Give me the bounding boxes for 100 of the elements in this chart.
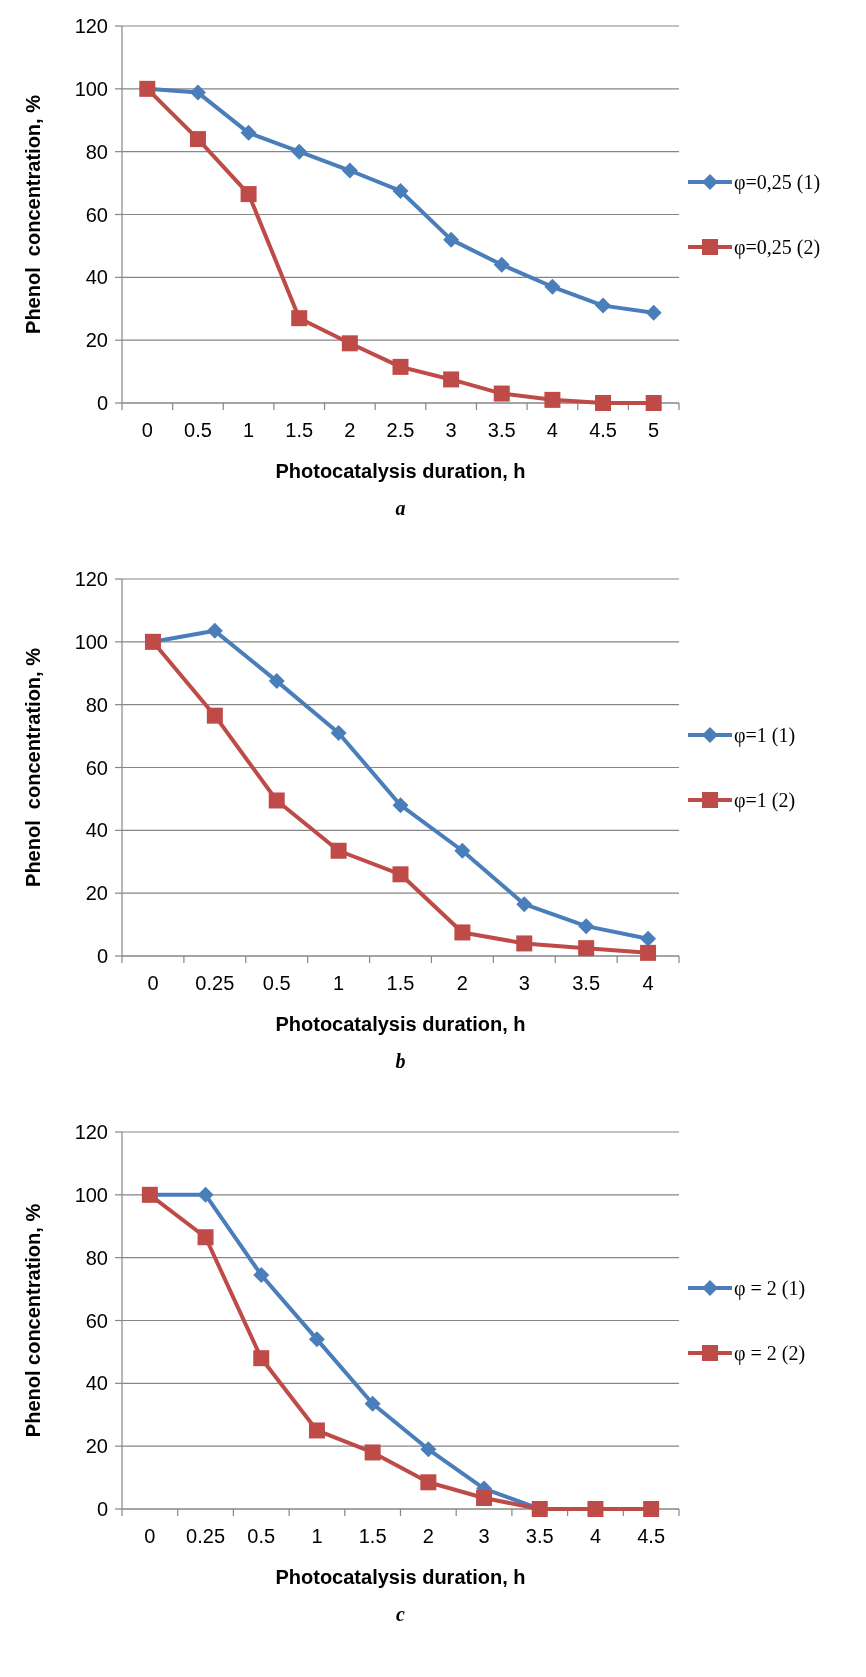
point — [454, 842, 471, 859]
point — [640, 944, 657, 961]
x-tick-label: 0.5 — [247, 1525, 276, 1547]
x-tick-label: 4 — [546, 419, 558, 441]
point — [330, 842, 347, 859]
point — [268, 792, 285, 809]
text: a — [395, 497, 406, 519]
point — [291, 143, 308, 160]
x-tick-label: 3.5 — [487, 419, 516, 441]
y-tick-label: 100 — [74, 77, 108, 100]
x-tick-label: 4.5 — [589, 419, 617, 441]
point — [392, 797, 409, 814]
x-tick-label: 1.5 — [386, 972, 415, 994]
x-tick-label: 4 — [642, 972, 654, 994]
x-tick-label: 3 — [478, 1525, 490, 1547]
point — [392, 866, 409, 883]
x-tick-label: 2.5 — [386, 419, 415, 441]
point — [645, 304, 662, 321]
point — [443, 371, 460, 388]
y-tick-label: 60 — [85, 203, 108, 226]
point — [578, 918, 595, 935]
y-tick-label: 0 — [96, 392, 108, 414]
point — [544, 391, 561, 408]
point — [206, 707, 223, 724]
point — [197, 1186, 214, 1203]
point — [493, 256, 510, 273]
y-tick-label: 80 — [85, 693, 108, 716]
x-axis-title: Photocatalysis duration, h — [275, 1566, 526, 1588]
y-tick-label: 60 — [85, 756, 108, 779]
point — [587, 1501, 604, 1517]
y-tick-label: 0 — [96, 945, 108, 967]
point — [341, 162, 358, 179]
point — [454, 924, 471, 941]
y-tick-label: 120 — [74, 568, 108, 590]
point — [578, 940, 595, 957]
x-tick-label: 2 — [344, 419, 356, 441]
x-tick-label: 1.5 — [358, 1525, 387, 1547]
x-tick-label: 0.5 — [184, 419, 212, 441]
x-tick-label: 0 — [144, 1525, 156, 1547]
x-tick-label: 2 — [456, 972, 468, 994]
point — [595, 395, 612, 411]
x-tick-label: 0.25 — [186, 1525, 226, 1547]
point — [643, 1501, 660, 1517]
y-tick-label: 40 — [85, 1372, 108, 1395]
point — [253, 1350, 270, 1367]
legend-label: φ = 2 (1) — [734, 1277, 806, 1300]
x-tick-label: 0.25 — [195, 972, 235, 994]
y-tick-label: 80 — [85, 1246, 108, 1269]
x-tick-label: 3.5 — [572, 972, 601, 994]
y-tick-label: 40 — [85, 266, 108, 289]
x-tick-label: 3.5 — [525, 1525, 554, 1547]
point — [516, 935, 533, 952]
text: b — [395, 1050, 406, 1072]
point — [645, 395, 662, 411]
y-tick-label: 100 — [74, 1183, 108, 1206]
y-tick-label: 20 — [85, 882, 108, 905]
point — [330, 724, 347, 741]
point — [476, 1490, 493, 1506]
point — [240, 124, 257, 141]
legend-label: φ=1 (2) — [734, 789, 796, 812]
point — [443, 231, 460, 248]
y-tick-label: 40 — [85, 819, 108, 842]
legend-label: φ = 2 (2) — [734, 1342, 806, 1365]
y-axis-title: Phenol concentration, % — [22, 94, 44, 334]
point — [240, 186, 257, 203]
x-tick-label: 0 — [147, 972, 159, 994]
x-axis-title: Photocatalysis duration, h — [275, 460, 526, 482]
point — [420, 1441, 437, 1458]
x-tick-label: 0.5 — [262, 972, 291, 994]
x-tick-label: 5 — [648, 419, 660, 441]
point — [197, 1229, 214, 1246]
x-tick-label: 1.5 — [285, 419, 314, 441]
y-tick-label: 60 — [85, 1309, 108, 1332]
y-axis-title: Phenol concentration, % — [22, 647, 44, 887]
x-tick-label: 2 — [422, 1525, 434, 1547]
point — [595, 297, 612, 314]
point — [253, 1266, 270, 1283]
point — [544, 278, 561, 295]
y-tick-label: 120 — [74, 15, 108, 37]
x-tick-label: 4.5 — [637, 1525, 666, 1547]
text: c — [396, 1603, 406, 1625]
point — [341, 335, 358, 352]
legend-label: φ=0,25 (1) — [734, 171, 821, 194]
x-tick-label: 0 — [141, 419, 153, 441]
point — [308, 1422, 325, 1439]
y-tick-label: 20 — [85, 1435, 108, 1458]
x-axis-title: Photocatalysis duration, h — [275, 1013, 526, 1035]
point — [189, 131, 206, 148]
x-tick-label: 3 — [518, 972, 530, 994]
point — [516, 896, 533, 913]
y-tick-label: 120 — [74, 1121, 108, 1143]
point — [291, 310, 308, 327]
legend-label: φ=0,25 (2) — [734, 236, 821, 259]
point — [392, 358, 409, 375]
point — [364, 1444, 381, 1461]
point — [640, 930, 657, 947]
y-axis-title: Phenol concentration, % — [22, 1203, 44, 1438]
y-tick-label: 20 — [85, 329, 108, 352]
x-tick-label: 4 — [589, 1525, 602, 1547]
point — [308, 1331, 325, 1348]
